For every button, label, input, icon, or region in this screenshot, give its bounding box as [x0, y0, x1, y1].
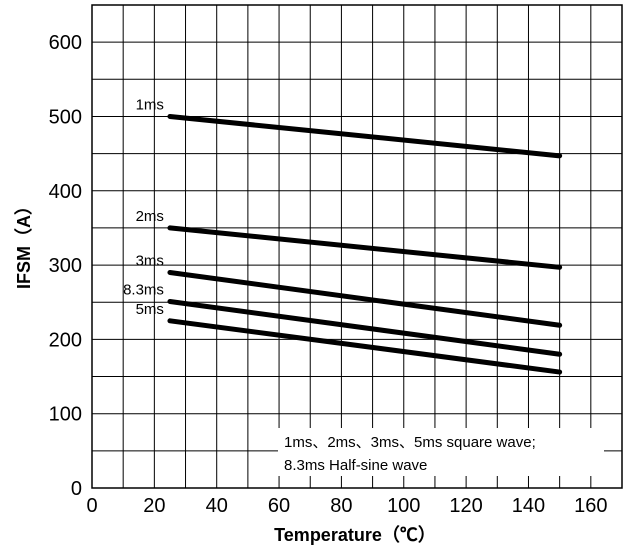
x-tick-label: 120: [449, 495, 482, 517]
series-line-8-3ms: [167, 298, 563, 357]
series-label-1ms: 1ms: [136, 96, 164, 113]
x-tick-label: 140: [512, 495, 545, 517]
annotation-line-1: 1ms、2ms、3ms、5ms square wave;: [284, 434, 536, 451]
y-axis-title: IFSM（A）: [14, 197, 34, 289]
x-tick-label: 80: [330, 495, 352, 517]
y-tick-label: 400: [49, 181, 82, 203]
x-tick-label: 20: [143, 495, 165, 517]
series-label-5ms: 5ms: [136, 301, 164, 318]
y-tick-label: 0: [71, 478, 82, 500]
series-label-8-3ms: 8.3ms: [123, 281, 164, 298]
x-tick-label: 100: [387, 495, 420, 517]
series-label-2ms: 2ms: [136, 208, 164, 225]
annotation-line-2: 8.3ms Half-sine wave: [284, 457, 427, 474]
grid: [91, 4, 623, 489]
y-tick-label: 300: [49, 255, 82, 277]
y-tick-label: 600: [49, 32, 82, 54]
y-tick-label: 200: [49, 329, 82, 351]
series-line-5ms: [167, 318, 563, 375]
tick-labels: 0 20 40 60 80 100 120 140 160 0 100 200 300 400 500 600: [49, 32, 608, 517]
x-tick-label: 0: [86, 495, 97, 517]
annotation-background: [278, 428, 604, 476]
series-labels: 1ms 2ms 3ms 8.3ms 5ms: [123, 96, 164, 317]
series-line-3ms: [167, 270, 563, 328]
y-tick-label: 500: [49, 106, 82, 128]
plot-frame: [91, 4, 623, 489]
x-tick-label: 60: [268, 495, 290, 517]
x-axis-title: Temperature（℃）: [274, 525, 436, 545]
x-tick-label: 40: [206, 495, 228, 517]
series-lines: [167, 113, 563, 375]
x-tick-label: 160: [574, 495, 607, 517]
series-line-2ms: [167, 225, 563, 270]
y-tick-label: 100: [49, 404, 82, 426]
series-line-1ms: [167, 113, 563, 159]
annotation-box: 1ms、2ms、3ms、5ms square wave; 8.3ms Half-…: [284, 434, 536, 474]
series-label-3ms: 3ms: [136, 253, 164, 270]
